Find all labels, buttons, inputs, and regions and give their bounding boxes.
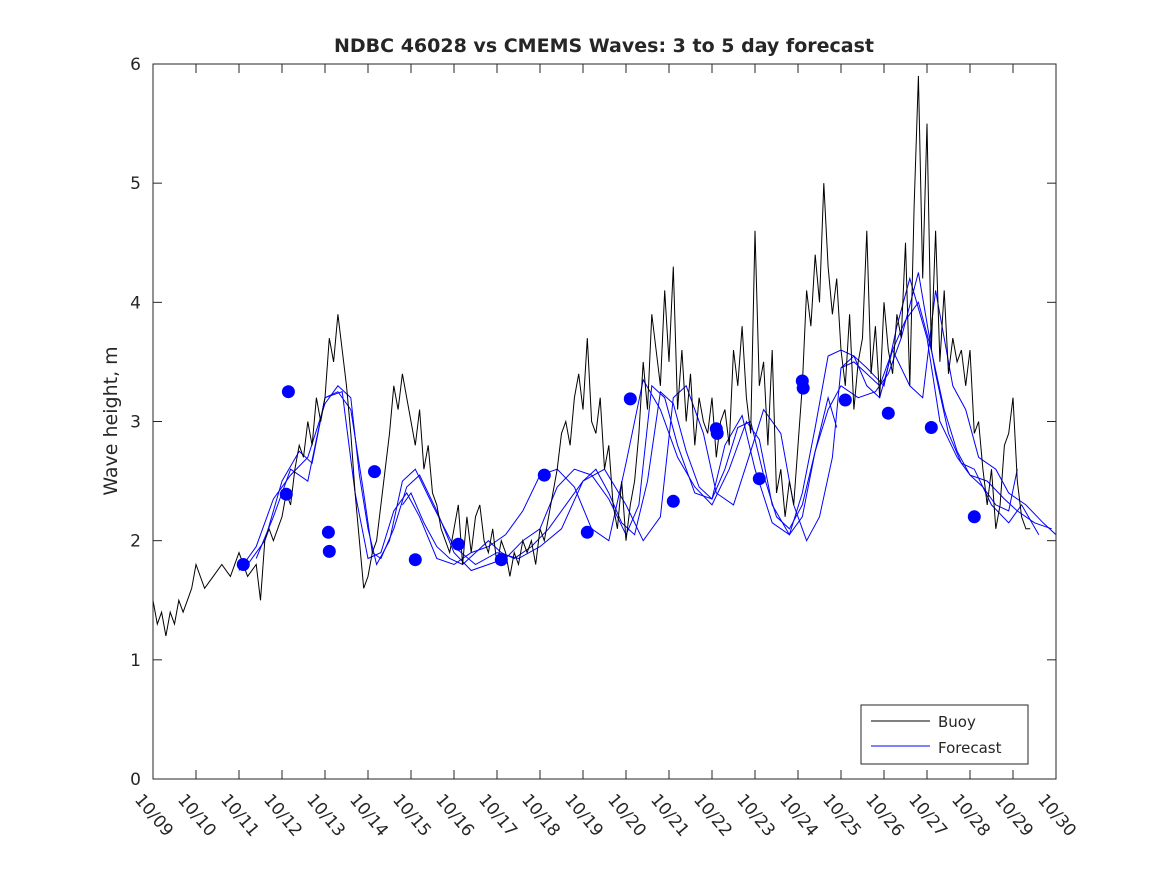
forecast-point: [408, 553, 422, 567]
y-tick-label: 3: [130, 413, 141, 433]
forecast-point: [967, 510, 981, 524]
forecast-point: [838, 393, 852, 407]
forecast-point: [580, 525, 594, 539]
forecast-point: [710, 426, 724, 440]
forecast-point: [279, 487, 293, 501]
y-axis-label: Wave height, m: [100, 346, 122, 495]
plot-area: [153, 75, 1056, 637]
forecast-point: [881, 406, 895, 420]
forecast-line-4: [401, 390, 838, 566]
forecast-line-1: [238, 290, 1056, 571]
legend-forecast-label: Forecast: [938, 739, 1002, 757]
forecast-point: [236, 558, 250, 571]
y-tick-label: 4: [130, 293, 141, 313]
buoy-line: [153, 75, 1031, 637]
forecast-point: [796, 381, 810, 395]
legend-buoy-label: Buoy: [938, 713, 976, 731]
forecast-point: [451, 537, 465, 551]
y-tick-label: 0: [130, 770, 141, 790]
legend: Buoy Forecast: [860, 704, 1029, 765]
legend-box: [860, 704, 1029, 765]
y-tick-label: 1: [130, 651, 141, 671]
forecast-point: [623, 392, 637, 406]
y-tick-label: 2: [130, 532, 141, 552]
forecast-point: [666, 494, 680, 508]
forecast-point: [322, 544, 336, 558]
forecast-line-3: [255, 272, 1040, 566]
forecast-point: [368, 465, 381, 479]
y-tick-label: 6: [130, 55, 141, 75]
forecast-point: [281, 385, 295, 399]
forecast-point: [537, 468, 551, 482]
y-tick-label: 5: [130, 174, 141, 194]
chart-title: NDBC 46028 vs CMEMS Waves: 3 to 5 day fo…: [334, 35, 874, 57]
forecast-point: [924, 421, 938, 434]
forecast-point: [321, 525, 335, 539]
forecast-point: [752, 472, 766, 486]
forecast-point: [494, 553, 508, 567]
